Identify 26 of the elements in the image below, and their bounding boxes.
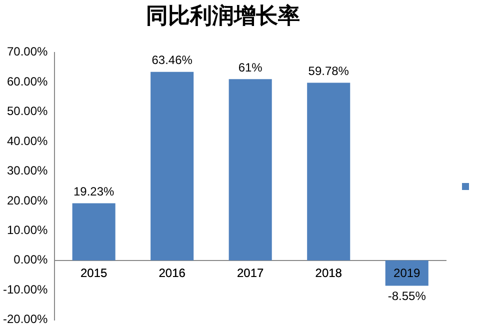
y-tick-label: 50.00% (6, 104, 48, 118)
y-tick-label: 0.00% (14, 252, 48, 267)
x-tick-label: 2019 (394, 266, 421, 280)
data-label: -8.55% (388, 289, 426, 304)
bar (228, 79, 272, 260)
x-tick-label: 2016 (158, 266, 186, 280)
data-label: 19.23% (73, 184, 115, 199)
y-tick-label: 30.00% (6, 164, 48, 178)
x-tick-label: 2015 (80, 266, 108, 280)
x-tick-label: 2017 (236, 266, 264, 280)
y-tick-label: -20.00% (2, 312, 48, 326)
data-label: 61% (238, 60, 263, 74)
y-tick-label: 70.00% (6, 44, 48, 59)
bar (385, 260, 428, 286)
data-label: 63.46% (152, 53, 193, 68)
y-tick-label: 40.00% (6, 134, 48, 148)
y-tick-label: 20.00% (6, 193, 48, 208)
data-label: 59.78% (308, 64, 350, 78)
y-tick-label: -10.00% (2, 282, 48, 296)
y-tick-label: 60.00% (6, 74, 48, 88)
y-tick-label: 10.00% (6, 222, 48, 237)
bar (150, 72, 194, 260)
x-tick-label: 2018 (315, 266, 342, 280)
bar (307, 82, 350, 260)
bar (72, 203, 116, 260)
chart-title: 同比利润增长率 (146, 2, 300, 29)
